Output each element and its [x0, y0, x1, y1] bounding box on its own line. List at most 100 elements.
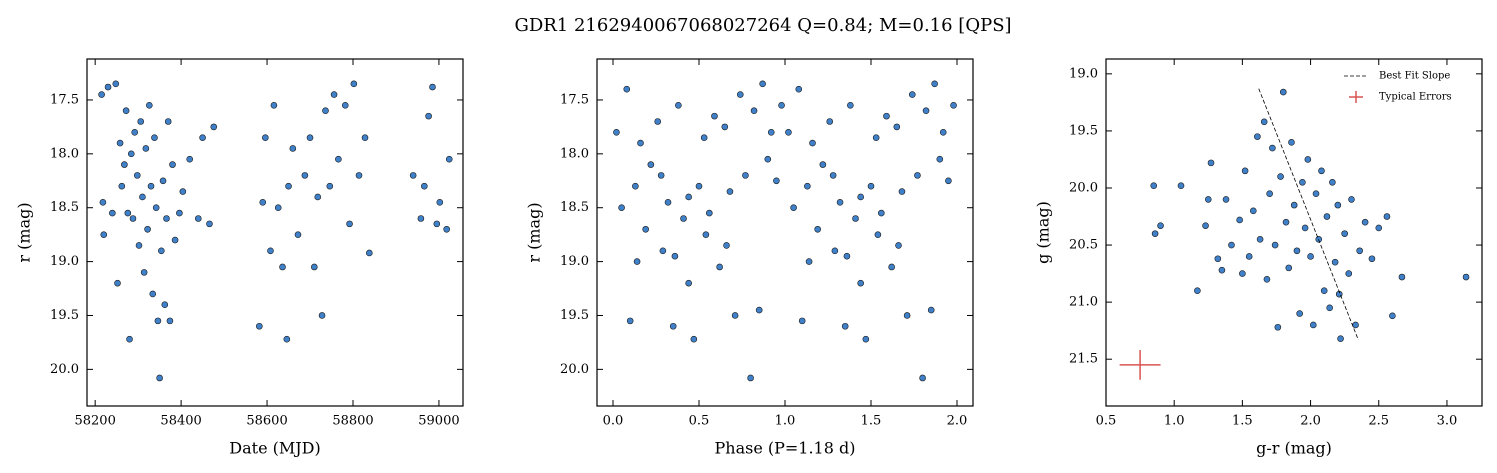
point: [826, 118, 834, 125]
x-axis-label: Phase (P=1.18 d): [715, 439, 856, 458]
point: [721, 123, 729, 131]
point: [1151, 230, 1159, 237]
point: [122, 107, 130, 115]
point: [421, 182, 428, 190]
point: [322, 107, 329, 115]
point: [805, 258, 813, 265]
y-tick-label: 18.0: [50, 146, 79, 161]
point: [1271, 241, 1279, 249]
x-tick-label: 0.5: [689, 414, 710, 429]
x-axis-label: g-r (mag): [1256, 439, 1332, 458]
point: [154, 317, 162, 325]
point: [135, 242, 143, 249]
point: [632, 182, 639, 190]
point: [716, 263, 723, 271]
point: [613, 128, 620, 136]
x-tick-label: 58600: [246, 414, 287, 429]
point: [285, 182, 292, 190]
point: [1345, 270, 1353, 277]
point: [318, 312, 326, 319]
point: [274, 204, 282, 212]
point: [330, 91, 338, 98]
point: [1293, 247, 1301, 255]
plot-frame: [86, 58, 464, 407]
point: [1269, 144, 1276, 152]
point: [895, 242, 902, 249]
point: [1214, 255, 1222, 263]
point: [857, 279, 864, 287]
point: [169, 161, 176, 168]
point: [1304, 156, 1312, 163]
point: [1296, 310, 1303, 317]
point: [618, 204, 625, 212]
x-tick-label: 58200: [74, 414, 115, 429]
point: [1307, 253, 1314, 260]
point: [804, 182, 811, 190]
point: [773, 177, 780, 185]
point: [764, 155, 772, 163]
point: [256, 322, 263, 330]
point: [1323, 213, 1331, 220]
point: [116, 139, 124, 147]
point: [1352, 321, 1359, 329]
point: [695, 182, 703, 190]
point: [736, 91, 744, 98]
point: [1279, 88, 1287, 96]
point: [867, 182, 875, 190]
point: [893, 123, 901, 131]
point: [711, 112, 718, 120]
point: [1288, 139, 1295, 146]
y-tick-label: 19.0: [50, 254, 79, 269]
legend-label: Best Fit Slope: [1379, 71, 1450, 82]
point: [819, 161, 827, 168]
x-tick-label: 2.5: [1368, 414, 1389, 429]
subplot: 0.0 0.5 1.0 1.5 2.0 17.5 18.0 18.5 19.0 19.5 20.0 P…: [525, 58, 974, 458]
point: [690, 335, 698, 343]
y-tick-label: 18.0: [560, 146, 589, 161]
point: [121, 161, 128, 168]
point: [843, 252, 851, 260]
point: [872, 134, 880, 141]
point: [126, 335, 133, 343]
point: [355, 172, 363, 179]
point: [161, 301, 169, 309]
point: [750, 107, 758, 115]
point: [790, 204, 797, 212]
point: [436, 199, 444, 206]
point: [1202, 222, 1209, 229]
point: [1207, 159, 1215, 167]
subplot: 58200 58400 58600 58800 59000 17.5 18.0 18.5 19.…: [15, 58, 464, 458]
point: [98, 91, 105, 98]
point: [898, 188, 906, 195]
point: [829, 172, 837, 179]
point: [1241, 167, 1249, 175]
point: [742, 172, 749, 179]
point: [326, 182, 334, 190]
point: [1204, 196, 1212, 203]
point: [166, 317, 174, 325]
point: [137, 118, 145, 125]
point: [1245, 253, 1253, 260]
point: [883, 112, 890, 120]
point: [156, 374, 163, 382]
point: [862, 335, 870, 343]
point: [176, 209, 183, 217]
point: [664, 199, 672, 206]
point: [1318, 167, 1325, 175]
point: [726, 188, 734, 195]
point: [1299, 178, 1306, 186]
point: [429, 83, 436, 91]
point: [950, 102, 957, 109]
point: [186, 155, 194, 163]
x-tick-label: 2.0: [1300, 414, 1321, 429]
point: [158, 247, 165, 255]
point: [1368, 255, 1376, 263]
point: [1256, 236, 1264, 243]
point: [1260, 118, 1268, 126]
point: [361, 134, 369, 141]
point: [700, 134, 708, 141]
point: [443, 225, 450, 233]
point: [164, 118, 172, 125]
point: [149, 290, 157, 298]
point: [654, 118, 662, 125]
